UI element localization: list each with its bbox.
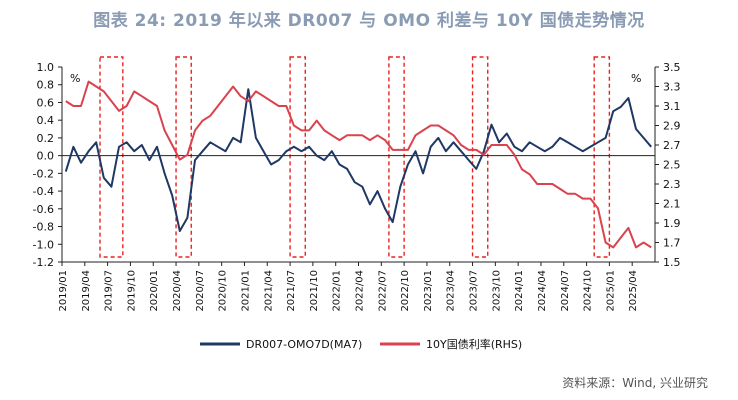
x-tick-label-3: 2019/10 [126, 270, 137, 312]
x-tick-label-1: 2019/04 [81, 270, 92, 312]
x-tick-label-9: 2021/04 [263, 270, 274, 312]
right-axis-unit: % [631, 72, 641, 85]
x-tick-label-19: 2023/10 [491, 270, 502, 312]
left-tick-label-5: 0.0 [37, 150, 55, 163]
right-tick-label-9: 1.7 [663, 237, 681, 250]
left-tick-label-10: -1.0 [33, 238, 54, 251]
x-tick-label-18: 2023/07 [469, 270, 480, 312]
x-tick-label-24: 2025/01 [605, 270, 616, 312]
right-tick-label-6: 2.3 [663, 178, 681, 191]
left-axis-unit: % [70, 72, 80, 85]
highlight-box-0 [99, 56, 124, 258]
x-tick-label-22: 2024/07 [560, 270, 571, 312]
x-tick-label-21: 2024/04 [537, 270, 548, 312]
x-tick-label-7: 2020/10 [218, 270, 229, 312]
x-tick-label-15: 2022/10 [400, 270, 411, 312]
right-tick-label-5: 2.5 [663, 159, 681, 172]
x-tick-label-5: 2020/04 [172, 270, 183, 312]
left-tick-label-8: -0.6 [33, 203, 54, 216]
x-tick-label-2: 2019/07 [104, 270, 115, 312]
left-tick-label-6: -0.2 [33, 167, 54, 180]
x-tick-label-25: 2025/04 [628, 270, 639, 312]
right-tick-label-4: 2.7 [663, 139, 681, 152]
highlight-box-1 [175, 56, 192, 258]
x-tick-label-11: 2021/10 [309, 270, 320, 312]
left-tick-label-4: 0.2 [37, 132, 55, 145]
right-tick-label-10: 1.5 [663, 256, 681, 269]
highlight-box-5 [593, 56, 611, 258]
legend-label-1: 10Y国债利率(RHS) [426, 337, 522, 351]
x-tick-label-12: 2022/01 [332, 270, 343, 312]
right-tick-label-8: 1.9 [663, 217, 681, 230]
left-tick-label-1: 0.8 [37, 79, 55, 92]
right-tick-label-0: 3.5 [663, 61, 681, 74]
right-tick-label-3: 2.9 [663, 120, 681, 133]
x-tick-label-23: 2024/10 [583, 270, 594, 312]
left-tick-label-2: 0.6 [37, 96, 55, 109]
chart-title: 图表 24: 2019 年以来 DR007 与 OMO 利差与 10Y 国债走势… [93, 11, 645, 31]
x-tick-label-4: 2020/01 [149, 270, 160, 312]
highlight-box-2 [289, 56, 306, 258]
x-tick-label-13: 2022/04 [355, 270, 366, 312]
left-tick-label-11: -1.2 [33, 256, 54, 269]
x-tick-label-14: 2022/07 [377, 270, 388, 312]
right-tick-label-1: 3.3 [663, 81, 681, 94]
left-tick-label-3: 0.4 [37, 114, 55, 127]
legend-label-0: DR007-OMO7D(MA7) [246, 338, 362, 351]
highlight-box-4 [471, 56, 489, 258]
right-tick-label-2: 3.1 [663, 100, 681, 113]
x-tick-label-16: 2023/01 [423, 270, 434, 312]
left-tick-label-7: -0.4 [33, 185, 54, 198]
series-line-0 [64, 88, 652, 232]
x-tick-label-6: 2020/07 [195, 270, 206, 312]
x-tick-label-10: 2021/07 [286, 270, 297, 312]
x-tick-label-20: 2024/01 [514, 270, 525, 312]
series-line-1 [65, 80, 652, 249]
left-tick-label-9: -0.8 [33, 221, 54, 234]
highlight-box-3 [388, 56, 405, 258]
source-note: 资料来源：Wind, 兴业研究 [562, 376, 708, 390]
x-tick-label-17: 2023/04 [446, 270, 457, 312]
left-tick-label-0: 1.0 [37, 61, 55, 74]
right-tick-label-7: 2.1 [663, 198, 681, 211]
x-tick-label-8: 2021/01 [240, 270, 251, 312]
x-tick-label-0: 2019/01 [58, 270, 69, 312]
